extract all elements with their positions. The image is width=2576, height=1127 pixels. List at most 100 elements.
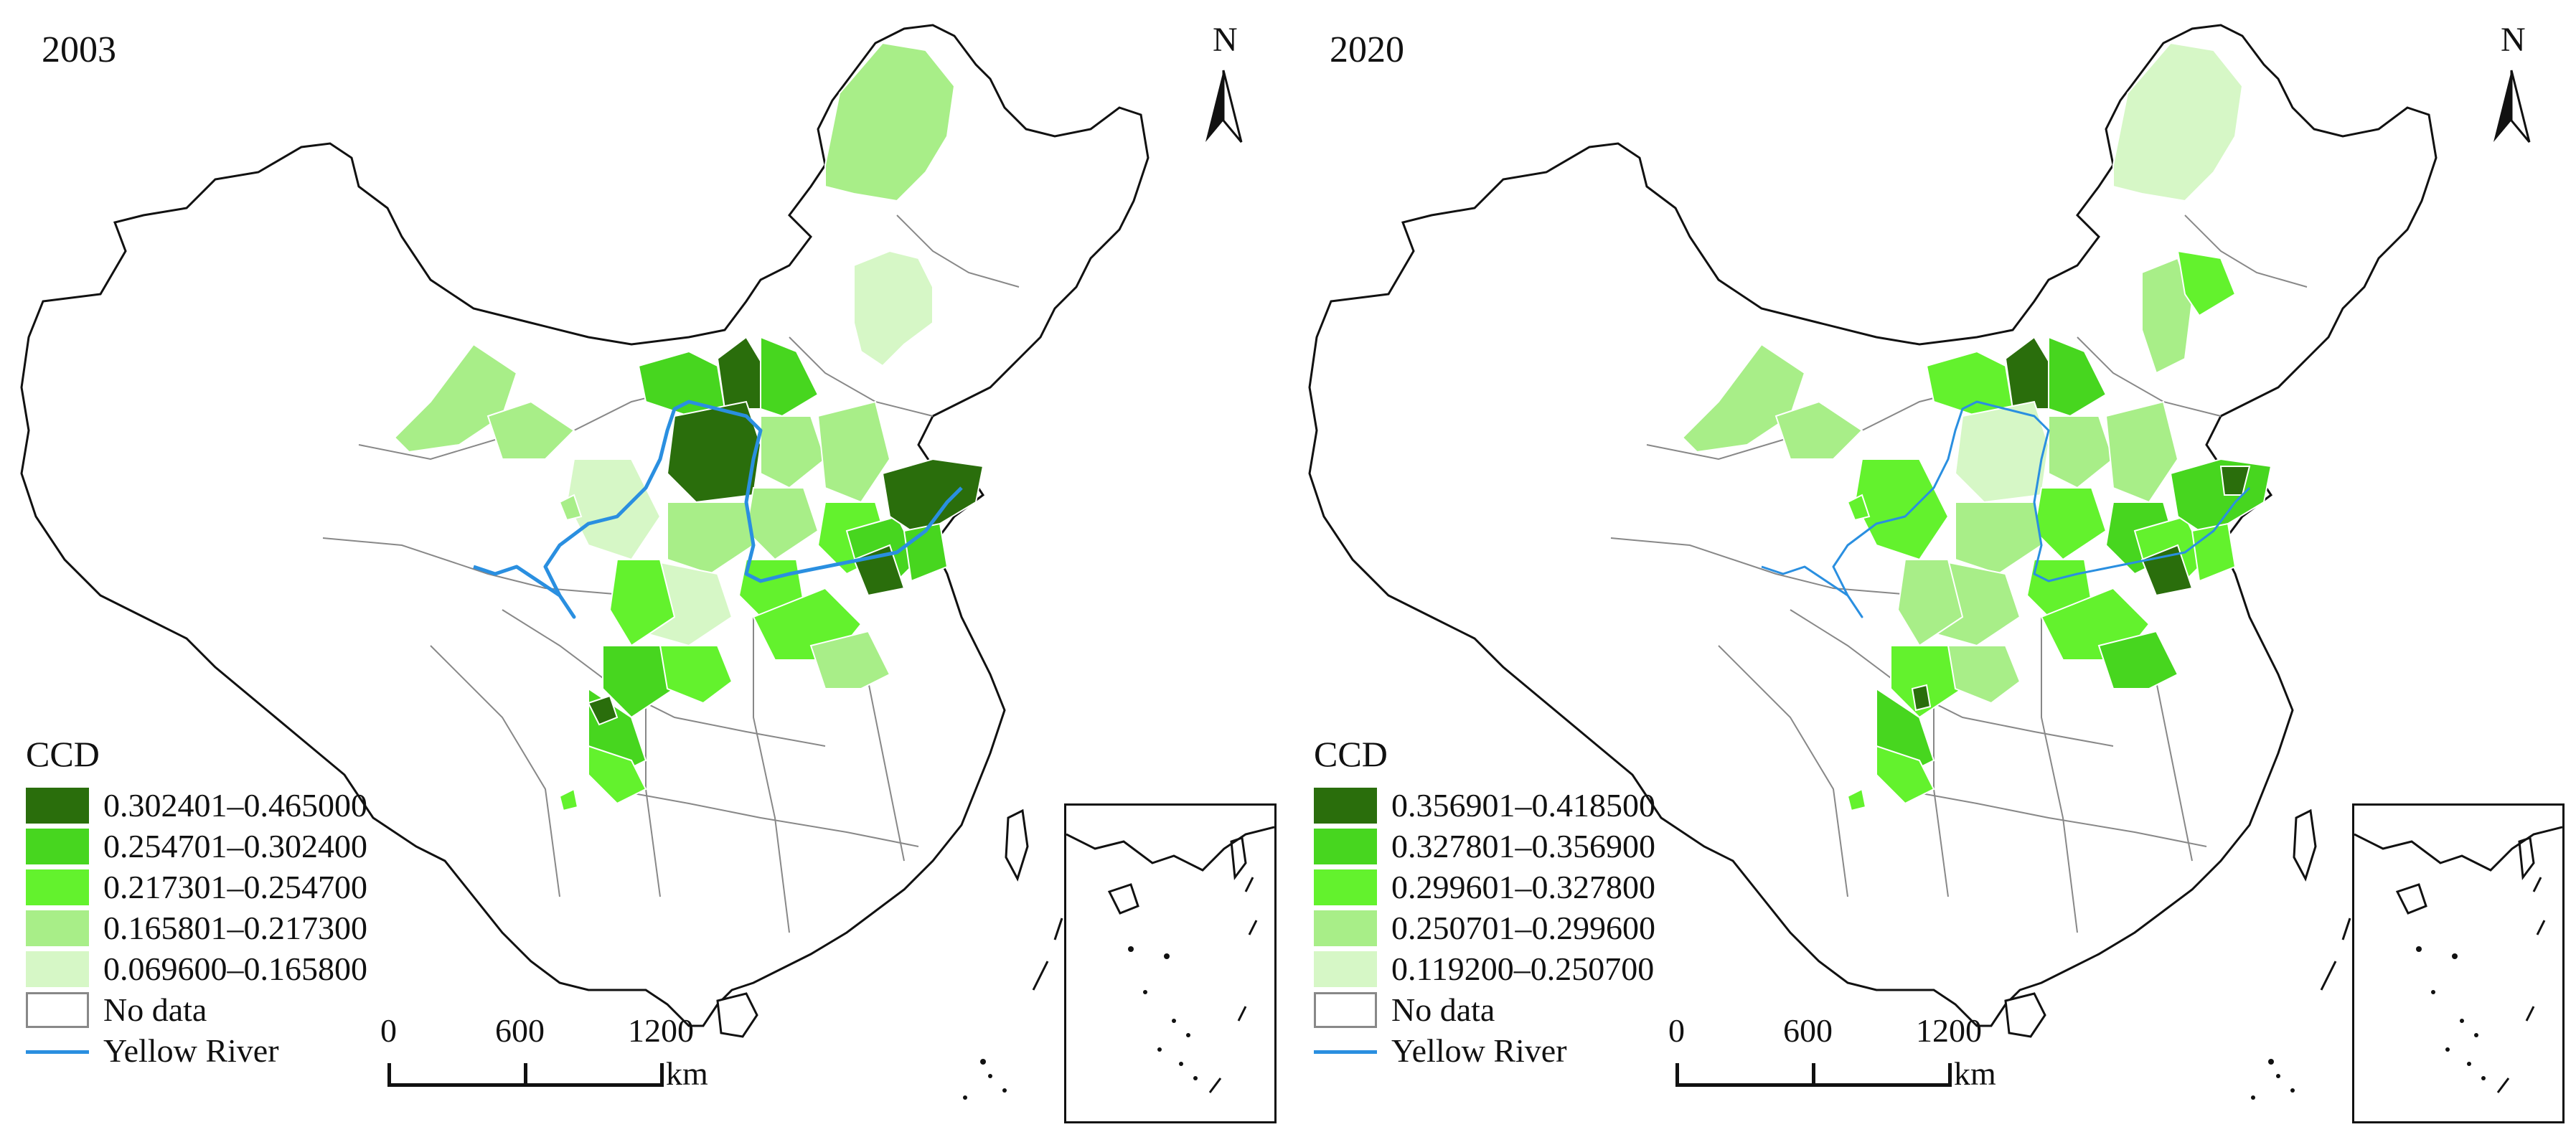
legend-label: 0.069600–0.165800 bbox=[103, 951, 367, 987]
legend-swatch bbox=[26, 869, 89, 905]
region-sichuan-s bbox=[1876, 745, 1935, 805]
legend-row-river: Yellow River bbox=[1314, 1030, 1655, 1071]
sea-islands bbox=[963, 918, 1063, 1100]
north-arrow: N bbox=[2479, 20, 2544, 149]
region-sichuan-dark bbox=[587, 694, 619, 726]
scale-tick-label: 0 bbox=[1668, 1012, 1685, 1049]
legend-swatch bbox=[1314, 869, 1377, 905]
legend-swatch bbox=[26, 910, 89, 946]
region-henan-s bbox=[809, 630, 891, 689]
region-sichuan-n bbox=[1890, 645, 1964, 719]
map-2020 bbox=[1308, 24, 2438, 1100]
legend-row-river: Yellow River bbox=[26, 1030, 367, 1071]
region-heilongjiang bbox=[2112, 42, 2244, 202]
map-panel-2020: 2020 N CCD 0.356901–0.418500 0.327801–0.… bbox=[1288, 0, 2576, 1127]
scale-tick-label: 1200 bbox=[1916, 1012, 1982, 1049]
north-label: N bbox=[2501, 21, 2526, 59]
region-chongqing bbox=[1947, 645, 2021, 704]
scale-tick-label: 1200 bbox=[628, 1012, 694, 1049]
legend-row: 0.069600–0.165800 bbox=[26, 948, 367, 989]
legend: CCD 0.302401–0.465000 0.254701–0.302400 … bbox=[26, 733, 367, 1071]
region-hohhot bbox=[760, 336, 819, 418]
river-label: Yellow River bbox=[103, 1032, 279, 1069]
scale-tick bbox=[660, 1063, 664, 1087]
legend-row: 0.327801–0.356900 bbox=[1314, 826, 1655, 867]
region-shaanxi-n bbox=[1955, 501, 2043, 575]
scale-tick bbox=[1675, 1063, 1679, 1087]
north-label: N bbox=[1213, 21, 1238, 59]
region-shanxi-n bbox=[760, 415, 827, 489]
south-china-sea-inset bbox=[1064, 803, 1277, 1123]
region-jilin bbox=[853, 250, 934, 367]
region-shandong-e bbox=[881, 458, 984, 532]
legend-row: 0.250701–0.299600 bbox=[1314, 907, 1655, 948]
region-qinghai-pt bbox=[1846, 494, 1871, 522]
region-shaanxi-n bbox=[667, 501, 755, 575]
year-label: 2020 bbox=[1330, 29, 1404, 70]
region-jilin-e bbox=[2176, 250, 2237, 317]
legend-label: 0.119200–0.250700 bbox=[1391, 951, 1655, 987]
no-data-swatch bbox=[1314, 991, 1377, 1028]
legend-row: 0.302401–0.465000 bbox=[26, 785, 367, 826]
legend-title: CCD bbox=[26, 734, 100, 774]
region-sichuan-n bbox=[602, 645, 676, 719]
region-gansu-se bbox=[1896, 559, 1964, 647]
region-sichuan-dark bbox=[1911, 684, 1932, 712]
scale-tick-label: 600 bbox=[495, 1012, 545, 1049]
scale-tick bbox=[1948, 1063, 1952, 1087]
region-jilin-w bbox=[2141, 257, 2194, 374]
legend-row-no-data: No data bbox=[26, 989, 367, 1030]
river-swatch bbox=[1314, 1033, 1377, 1069]
region-hebei bbox=[2105, 400, 2179, 504]
legend-label: 0.299601–0.327800 bbox=[1391, 869, 1655, 905]
inset-map bbox=[2354, 826, 2563, 1093]
legend-swatch bbox=[1314, 787, 1377, 824]
legend-label: 0.254701–0.302400 bbox=[103, 828, 367, 864]
region-gansu-mid bbox=[486, 400, 575, 460]
sea-islands bbox=[2251, 918, 2351, 1100]
legend-title: CCD bbox=[1314, 734, 1388, 774]
legend-label: 0.250701–0.299600 bbox=[1391, 910, 1655, 946]
legend-row: 0.356901–0.418500 bbox=[1314, 785, 1655, 826]
scale-unit: km bbox=[666, 1055, 708, 1092]
region-gansu-mid bbox=[1774, 400, 1863, 460]
yellow-river-line bbox=[1761, 400, 2251, 618]
region-hebei bbox=[817, 400, 891, 504]
region-yunnan-pt bbox=[1846, 788, 1867, 812]
legend: CCD 0.356901–0.418500 0.327801–0.356900 … bbox=[1314, 733, 1655, 1071]
region-shanxi-n bbox=[2048, 415, 2115, 489]
legend-row: 0.119200–0.250700 bbox=[1314, 948, 1655, 989]
no-data-label: No data bbox=[1391, 991, 1495, 1028]
legend-row: 0.217301–0.254700 bbox=[26, 867, 367, 907]
taiwan-island bbox=[2293, 808, 2317, 882]
legend-swatch bbox=[1314, 828, 1377, 864]
legend-label: 0.356901–0.418500 bbox=[1391, 787, 1655, 824]
legend-row: 0.299601–0.327800 bbox=[1314, 867, 1655, 907]
scale-tick bbox=[524, 1063, 527, 1087]
yellow-river-line bbox=[473, 400, 963, 619]
scale-tick-label: 0 bbox=[380, 1012, 397, 1049]
river-label: Yellow River bbox=[1391, 1032, 1567, 1069]
scale-bar: 0 600 1200 km bbox=[1661, 1012, 1996, 1105]
ccd-regions-2020 bbox=[1681, 42, 2272, 812]
taiwan-island bbox=[1005, 808, 1029, 882]
hainan-island bbox=[716, 992, 758, 1038]
legend-swatch bbox=[1314, 910, 1377, 946]
south-china-sea-inset bbox=[2352, 803, 2565, 1123]
river-swatch bbox=[26, 1033, 89, 1069]
north-arrow: N bbox=[1191, 20, 1256, 149]
ccd-regions-2003 bbox=[393, 42, 984, 812]
legend-swatch bbox=[26, 787, 89, 824]
scale-tick bbox=[387, 1063, 391, 1087]
no-data-label: No data bbox=[103, 991, 207, 1028]
legend-row-no-data: No data bbox=[1314, 989, 1655, 1030]
north-arrow-icon bbox=[1205, 70, 1243, 143]
inset-map bbox=[1066, 826, 1275, 1093]
north-arrow-icon bbox=[2493, 70, 2531, 143]
scale-bar: 0 600 1200 km bbox=[373, 1012, 708, 1105]
region-henan-s bbox=[2097, 630, 2179, 689]
map-2003 bbox=[20, 24, 1150, 1100]
legend-label: 0.165801–0.217300 bbox=[103, 910, 367, 946]
region-sichuan-s bbox=[588, 745, 647, 805]
legend-label: 0.302401–0.465000 bbox=[103, 787, 367, 824]
